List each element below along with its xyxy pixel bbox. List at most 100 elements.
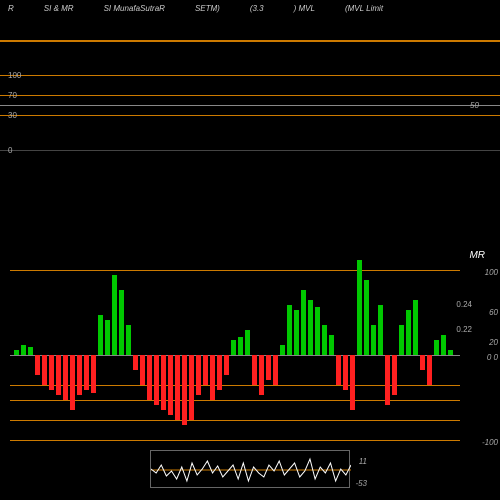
bar	[133, 355, 138, 370]
bar	[343, 355, 348, 390]
grid-line	[0, 150, 500, 151]
bar	[168, 355, 173, 415]
axis-label: 0 0	[487, 353, 498, 362]
bar	[203, 355, 208, 385]
bar	[175, 355, 180, 420]
bar	[413, 300, 418, 355]
bar	[357, 260, 362, 355]
bar	[119, 290, 124, 355]
bar	[196, 355, 201, 395]
axis-label: 70	[8, 91, 17, 100]
bar	[84, 355, 89, 390]
grid-line	[10, 420, 460, 421]
grid-line	[0, 75, 500, 76]
header-item: R	[8, 4, 14, 16]
bar	[364, 280, 369, 355]
bar	[63, 355, 68, 400]
upper-indicator-panel	[0, 30, 500, 150]
bar	[266, 355, 271, 380]
grid-line	[10, 400, 460, 401]
bar	[217, 355, 222, 390]
bar	[56, 355, 61, 395]
header-item: SI & MR	[44, 4, 74, 16]
bar	[378, 305, 383, 355]
bar	[315, 307, 320, 355]
axis-label: -100	[482, 438, 498, 447]
bar-chart-panel	[10, 270, 460, 440]
bar	[112, 275, 117, 355]
grid-line	[0, 105, 500, 106]
bar	[441, 335, 446, 355]
axis-label: 0.22	[456, 325, 472, 334]
bar	[427, 355, 432, 385]
axis-label: 20	[489, 338, 498, 347]
bar	[238, 337, 243, 355]
bar	[385, 355, 390, 405]
bar	[210, 355, 215, 400]
bar	[301, 290, 306, 355]
header-item: (MVL Limit	[345, 4, 383, 16]
grid-line	[0, 95, 500, 96]
bar	[224, 355, 229, 375]
bar	[21, 345, 26, 355]
bar	[399, 325, 404, 355]
grid-line	[10, 440, 460, 441]
grid-line	[0, 40, 500, 42]
bottom-oscillator-panel: 11-53	[150, 450, 350, 488]
bar	[350, 355, 355, 410]
bar	[105, 320, 110, 355]
bar	[161, 355, 166, 410]
bar	[91, 355, 96, 393]
axis-label: 50	[470, 101, 479, 110]
bar	[140, 355, 145, 385]
bar	[98, 315, 103, 355]
bar	[49, 355, 54, 390]
bar	[287, 305, 292, 355]
bar	[322, 325, 327, 355]
chart-header: R SI & MR SI MunafaSutraR SETM) (3.3 ) MVL (MV…	[0, 4, 500, 16]
bar	[189, 355, 194, 420]
axis-label: 100	[8, 71, 21, 80]
bar	[182, 355, 187, 425]
bar	[434, 340, 439, 355]
bar	[35, 355, 40, 375]
bar	[329, 335, 334, 355]
mr-label: MR	[469, 250, 485, 261]
bar	[420, 355, 425, 370]
bar	[273, 355, 278, 385]
axis-label: 11	[359, 457, 367, 466]
bar	[392, 355, 397, 395]
axis-label: 60	[489, 308, 498, 317]
bar	[147, 355, 152, 400]
axis-label: 30	[8, 111, 17, 120]
bar	[252, 355, 257, 385]
bar	[259, 355, 264, 395]
bar	[336, 355, 341, 385]
header-item: SETM)	[195, 4, 220, 16]
grid-line	[0, 115, 500, 116]
grid-line	[10, 270, 460, 271]
bar	[371, 325, 376, 355]
bar	[245, 330, 250, 355]
header-item: ) MVL	[294, 4, 315, 16]
bar	[42, 355, 47, 385]
bar	[28, 347, 33, 355]
bar	[308, 300, 313, 355]
bar	[294, 310, 299, 355]
header-item: (3.3	[250, 4, 264, 16]
oscillator-svg	[151, 451, 351, 489]
bar	[77, 355, 82, 395]
axis-label: -53	[355, 479, 367, 488]
axis-label: 0	[8, 146, 12, 155]
bar	[448, 350, 453, 355]
bar	[14, 350, 19, 355]
bar	[406, 310, 411, 355]
bar	[280, 345, 285, 355]
bar	[70, 355, 75, 410]
bar	[154, 355, 159, 405]
bar	[126, 325, 131, 355]
bar	[231, 340, 236, 355]
header-item: SI MunafaSutraR	[104, 4, 165, 16]
axis-label: 100	[485, 268, 498, 277]
axis-label: 0.24	[456, 300, 472, 309]
